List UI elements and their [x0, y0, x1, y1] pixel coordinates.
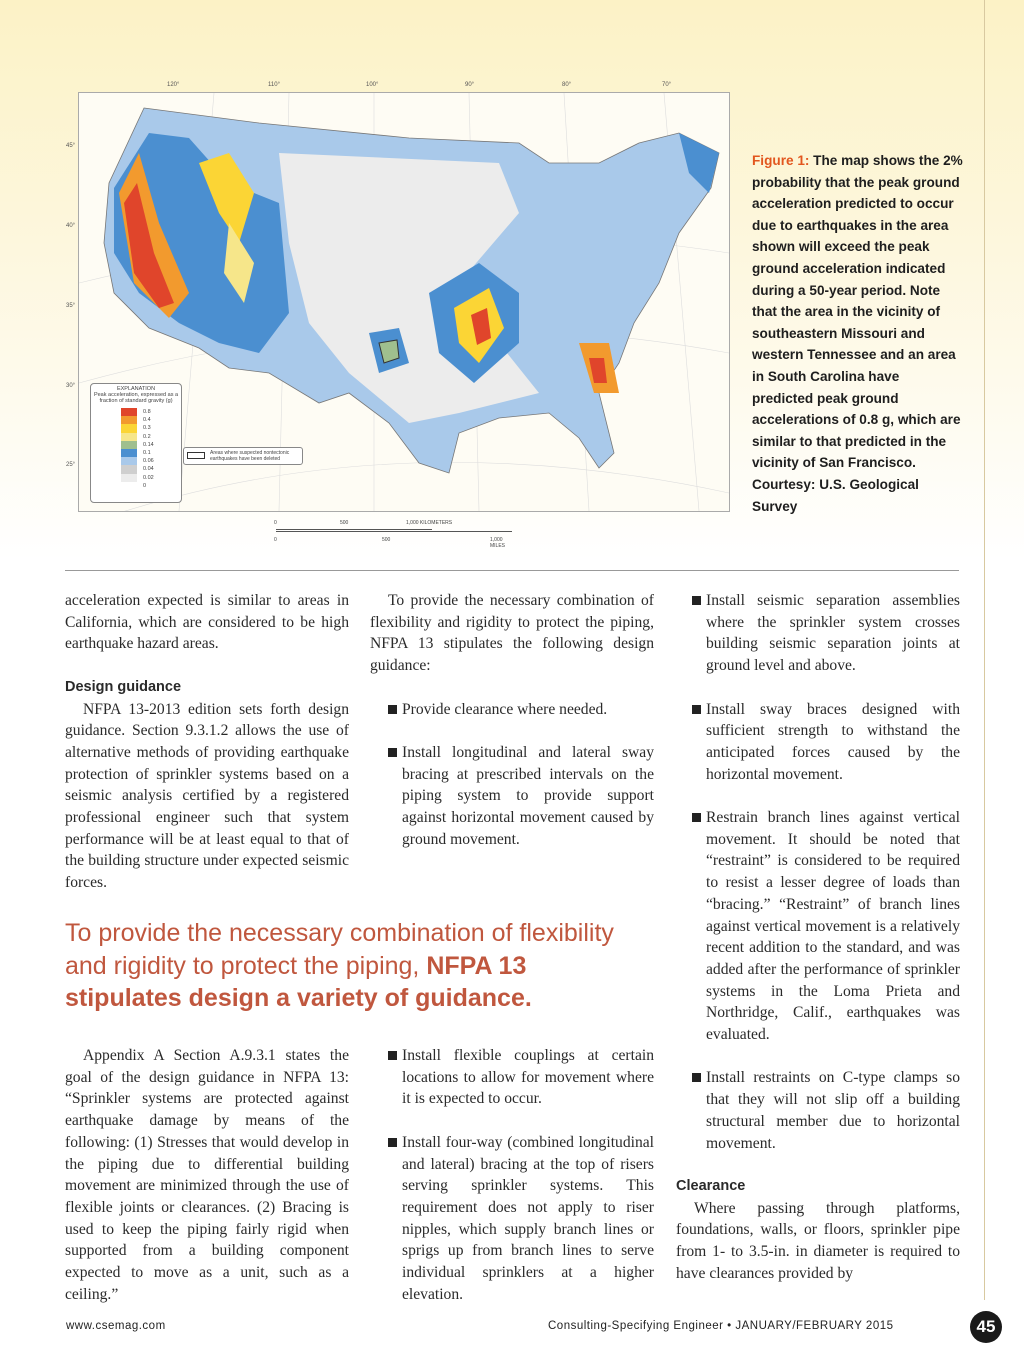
- legend-value: 0.02: [143, 474, 154, 481]
- section-heading: Design guidance: [65, 678, 182, 695]
- legend-entry: 0.1: [121, 448, 179, 458]
- column-2: To provide the necessary combination of …: [370, 590, 654, 872]
- legend-scale: 0.8 0.4 0.3 0.2 0.14 0.1 0.06 0.04 0.02 0: [121, 408, 179, 490]
- longitude-label: 100°: [366, 82, 379, 88]
- legend-swatch: [121, 424, 137, 433]
- pull-quote: To provide the necessary combination of …: [65, 917, 645, 1015]
- bullet-item: Install restraints on C-type clamps so t…: [690, 1067, 960, 1154]
- pull-quote-emphasis: NFPA 13 stipulates design a variety of g…: [65, 951, 532, 1013]
- legend-swatch: [121, 416, 137, 425]
- bullet-item: Install flexible couplings at certain lo…: [386, 1045, 654, 1110]
- column-1-lower: Appendix A Section A.9.3.1 states the go…: [65, 1045, 349, 1327]
- legend-entry: 0.04: [121, 465, 179, 474]
- bullet-item: Provide clearance where needed.: [386, 699, 654, 721]
- bullet-item: Restrain branch lines against vertical m…: [690, 807, 960, 1046]
- paragraph: acceleration expected is similar to area…: [65, 592, 349, 653]
- divider: [65, 570, 959, 571]
- scale-km-label: 1,000 KILOMETERS: [406, 520, 453, 526]
- footer-publication: Consulting-Specifying Engineer • JANUARY…: [548, 1320, 894, 1332]
- paragraph: To provide the necessary combination of …: [370, 592, 654, 675]
- legend-swatch: [121, 408, 137, 417]
- longitude-label: 110°: [268, 82, 280, 88]
- latitude-label: 30°: [66, 383, 76, 389]
- footer-url[interactable]: www.csemag.com: [66, 1320, 166, 1332]
- longitude-label: 70°: [662, 82, 672, 88]
- paragraph: Where passing through platforms, foundat…: [676, 1199, 960, 1282]
- legend-swatch: [121, 473, 137, 482]
- scale-mi-label: 0: [274, 537, 277, 543]
- legend-value: 0.06: [143, 458, 154, 465]
- scale-mi-label: 500: [382, 537, 391, 543]
- latitude-label: 25°: [66, 462, 76, 468]
- section-heading: Clearance: [676, 1177, 746, 1194]
- legend-value: 0.04: [143, 466, 154, 473]
- legend-value: 0.3: [143, 425, 151, 432]
- page-number: 45: [970, 1311, 1002, 1343]
- latitude-label: 40°: [66, 223, 76, 229]
- paragraph: Appendix A Section A.9.3.1 states the go…: [65, 1047, 349, 1303]
- legend-value: 0.2: [143, 433, 151, 440]
- nontectonic-legend: Areas where suspected nontectonic earthq…: [183, 447, 303, 465]
- legend-entry: 0.02: [121, 473, 179, 482]
- legend-entry: 0.4: [121, 416, 179, 425]
- seismic-hazard-map: [78, 92, 730, 514]
- caption-text: The map shows the 2% probability that th…: [752, 153, 963, 514]
- legend-value: 0.4: [143, 417, 151, 424]
- column-2-lower: Install flexible couplings at certain lo…: [370, 1045, 654, 1327]
- legend-value: 0.8: [143, 409, 151, 416]
- bullet-item: Install longitudinal and lateral sway br…: [386, 742, 654, 851]
- legend-swatch: [121, 481, 137, 490]
- legend-value: 0: [143, 482, 147, 489]
- legend-value: 0.14: [143, 441, 154, 448]
- figure-caption: Figure 1: The map shows the 2% probabili…: [752, 150, 964, 517]
- legend-entry: 0.8: [121, 408, 179, 417]
- latitude-label: 35°: [66, 303, 76, 309]
- scale-km-label: 0: [274, 520, 277, 526]
- longitude-label: 120°: [167, 82, 180, 88]
- legend-swatch: [121, 457, 137, 466]
- legend-swatch: [121, 465, 137, 474]
- bullet-item: Install four-way (combined longitudinal …: [386, 1132, 654, 1306]
- column-3: Install seismic separation assemblies wh…: [676, 590, 960, 1306]
- legend-entry: 0: [121, 481, 179, 490]
- legend-entry: 0.14: [121, 440, 179, 449]
- pull-quote-text: To provide the necessary combination of …: [65, 919, 614, 980]
- legend-title: EXPLANATION: [116, 386, 156, 392]
- bullet-item: Install sway braces designed with suffic…: [690, 699, 960, 786]
- scale-km-label: 500: [340, 520, 349, 526]
- legend-entry: 0.06: [121, 457, 179, 466]
- legend-entry: 0.2: [121, 432, 179, 441]
- legend-swatch: [121, 440, 137, 449]
- map-legend: EXPLANATION Peak acceleration, expressed…: [90, 383, 182, 503]
- paragraph: NFPA 13-2013 edition sets forth design g…: [65, 700, 349, 892]
- legend-entry: 0.3: [121, 424, 179, 433]
- column-1: acceleration expected is similar to area…: [65, 590, 349, 916]
- legend-subtitle: Peak acceleration, expressed as a fracti…: [93, 392, 179, 404]
- legend-value: 0.1: [143, 450, 151, 457]
- bullet-item: Install seismic separation assemblies wh…: [690, 590, 960, 677]
- outline-swatch: [187, 452, 205, 459]
- longitude-label: 80°: [562, 82, 572, 88]
- legend-swatch: [121, 448, 137, 458]
- page-edge-line: [984, 0, 985, 1300]
- scale-mi-label: 1,000 MILES: [490, 537, 506, 549]
- nontectonic-note: Areas where suspected nontectonic earthq…: [210, 450, 290, 462]
- longitude-label: 90°: [465, 82, 475, 88]
- scale-bar: 0 500 1,000 KILOMETERS 0 500 1,000 MILES: [274, 520, 514, 549]
- legend-swatch: [121, 432, 137, 441]
- latitude-label: 45°: [66, 143, 76, 149]
- us-map-graphic: [78, 92, 730, 514]
- figure-label: Figure 1:: [752, 153, 810, 168]
